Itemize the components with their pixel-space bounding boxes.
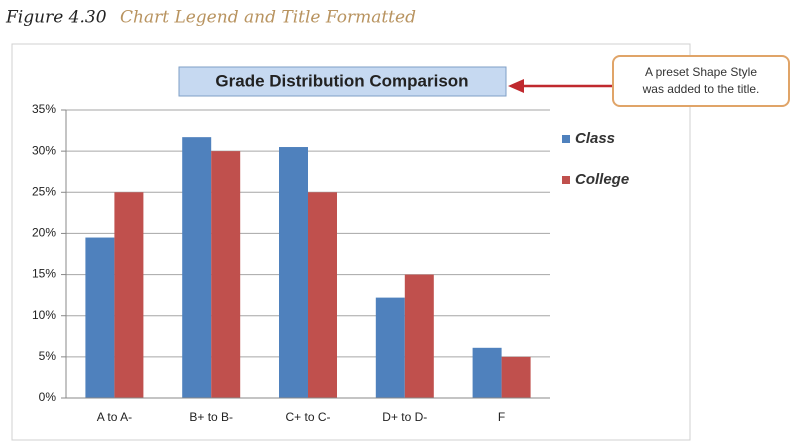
y-tick-label: 15%: [32, 267, 56, 281]
bar: [211, 151, 241, 398]
callout-line: A preset Shape Style: [645, 65, 757, 79]
bar: [472, 347, 502, 398]
bar: [375, 297, 405, 398]
title-box: [178, 66, 507, 97]
legend-label: College: [575, 171, 629, 188]
bar: [85, 237, 115, 398]
x-tick-label: A to A-: [97, 410, 132, 424]
legend-swatch: [562, 135, 570, 143]
y-tick-label: 30%: [32, 143, 56, 157]
legend-label: Class: [575, 130, 615, 147]
x-tick-label: F: [498, 410, 505, 424]
y-tick-label: 10%: [32, 308, 56, 322]
caption-number: Figure 4.30: [5, 8, 107, 28]
bar: [501, 356, 531, 398]
bar: [404, 274, 434, 398]
x-tick-label: C+ to C-: [285, 410, 330, 424]
bar: [114, 192, 144, 398]
y-tick-label: 0%: [39, 390, 57, 404]
y-tick-label: 25%: [32, 184, 56, 198]
chart-title: Grade Distribution Comparison: [215, 71, 468, 90]
bar: [308, 192, 337, 398]
bar: [182, 137, 212, 398]
x-tick-label: D+ to D-: [382, 410, 427, 424]
callout-box: [612, 55, 790, 107]
arrow-head: [508, 79, 524, 93]
y-tick-label: 20%: [32, 226, 56, 240]
x-tick-label: B+ to B-: [189, 410, 233, 424]
caption-text: Chart Legend and Title Formatted: [120, 8, 416, 28]
callout-line: was added to the title.: [642, 82, 760, 96]
y-tick-label: 35%: [32, 102, 56, 116]
legend-swatch: [562, 176, 570, 184]
y-tick-label: 5%: [39, 349, 57, 363]
bar: [279, 147, 308, 398]
